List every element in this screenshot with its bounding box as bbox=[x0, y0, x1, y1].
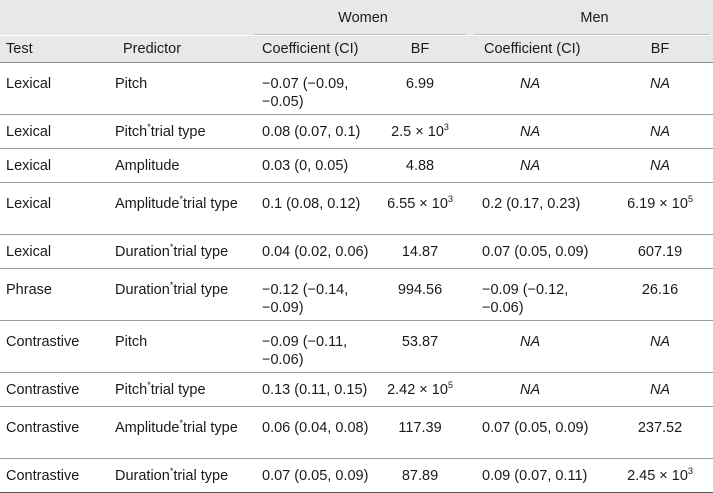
blank-header-cell bbox=[0, 0, 105, 36]
men-bf-header: BF bbox=[607, 35, 713, 63]
men-bf-cell: 237.52 bbox=[637, 420, 683, 436]
men-coefficient-cell: NA bbox=[520, 124, 541, 140]
women-coefficient-cell: −0.12 (−0.14, −0.09) bbox=[262, 282, 349, 316]
men-coefficient-cell: 0.07 (0.05, 0.09) bbox=[482, 244, 589, 260]
men-bf-cell: NA bbox=[649, 124, 671, 140]
predictor-cell: Pitch*trial type bbox=[115, 380, 206, 398]
table-row: Lexical Amplitude*trial type 0.1 (0.08, … bbox=[0, 183, 713, 235]
predictor-cell: Amplitude*trial type bbox=[115, 194, 238, 212]
women-bf-cell: 6.55 × 103 bbox=[387, 194, 453, 212]
women-bf-cell: 117.39 bbox=[398, 420, 442, 436]
women-coefficient-cell: 0.04 (0.02, 0.06) bbox=[262, 244, 369, 260]
women-group-header: Women bbox=[250, 0, 470, 36]
table-row: Lexical Amplitude 0.03 (0, 0.05) 4.88 NA… bbox=[0, 149, 713, 183]
men-bf-cell: NA bbox=[649, 158, 671, 174]
women-bf-cell: 4.88 bbox=[405, 158, 435, 174]
men-coefficient-cell: −0.09 (−0.12, −0.06) bbox=[482, 282, 569, 316]
men-bf-cell: 6.19 × 105 bbox=[627, 194, 693, 212]
men-coefficient-cell: NA bbox=[520, 76, 541, 92]
women-coefficient-cell: 0.06 (0.04, 0.08) bbox=[262, 420, 369, 436]
table-row: Contrastive Amplitude*trial type 0.06 (0… bbox=[0, 407, 713, 459]
men-coefficient-cell: 0.07 (0.05, 0.09) bbox=[482, 420, 589, 436]
men-bf-cell: NA bbox=[649, 76, 671, 92]
women-bf-cell: 2.42 × 105 bbox=[387, 380, 453, 398]
women-bf-header: BF bbox=[370, 35, 471, 63]
men-bf-cell: 607.19 bbox=[637, 244, 683, 260]
women-coefficient-cell: −0.09 (−0.11, −0.06) bbox=[262, 334, 348, 368]
test-cell: Phrase bbox=[6, 282, 52, 298]
group-header-row: Women Men bbox=[0, 0, 713, 36]
women-bf-cell: 994.56 bbox=[397, 282, 443, 298]
men-coefficient-cell: 0.2 (0.17, 0.23) bbox=[482, 196, 581, 212]
men-bf-cell: NA bbox=[649, 382, 671, 398]
table-body: Lexical Pitch −0.07 (−0.09, −0.05) 6.99 … bbox=[0, 63, 713, 493]
predictor-cell: Duration*trial type bbox=[115, 280, 229, 298]
table-header: Women Men Test Predictor Coefficient (CI… bbox=[0, 0, 713, 63]
test-cell: Lexical bbox=[6, 158, 52, 174]
women-coefficient-header: Coefficient (CI) bbox=[250, 35, 370, 63]
predictor-cell: Duration*trial type bbox=[115, 242, 229, 260]
predictor-cell: Pitch bbox=[115, 76, 148, 92]
women-coefficient-cell: 0.13 (0.11, 0.15) bbox=[262, 382, 368, 398]
predictor-cell: Pitch bbox=[115, 334, 148, 350]
test-cell: Contrastive bbox=[6, 334, 80, 350]
test-header: Test bbox=[0, 35, 105, 63]
men-bf-cell: NA bbox=[649, 334, 671, 350]
women-bf-cell: 2.5 × 103 bbox=[391, 122, 449, 140]
test-cell: Lexical bbox=[6, 244, 52, 260]
women-coefficient-cell: 0.08 (0.07, 0.1) bbox=[262, 124, 361, 140]
predictor-cell: Pitch*trial type bbox=[115, 122, 206, 140]
women-coefficient-cell: 0.03 (0, 0.05) bbox=[262, 158, 349, 174]
men-group-header: Men bbox=[470, 0, 713, 36]
table-row: Lexical Pitch −0.07 (−0.09, −0.05) 6.99 … bbox=[0, 63, 713, 115]
table-row: Phrase Duration*trial type −0.12 (−0.14,… bbox=[0, 269, 713, 321]
table-row: Lexical Pitch*trial type 0.08 (0.07, 0.1… bbox=[0, 115, 713, 149]
test-cell: Contrastive bbox=[6, 382, 80, 398]
women-bf-cell: 6.99 bbox=[405, 76, 435, 92]
men-coefficient-cell: NA bbox=[520, 158, 541, 174]
table-row: Contrastive Pitch −0.09 (−0.11, −0.06) 5… bbox=[0, 321, 713, 373]
men-coefficient-cell: NA bbox=[520, 334, 541, 350]
women-bf-cell: 53.87 bbox=[401, 334, 439, 350]
women-coefficient-cell: 0.1 (0.08, 0.12) bbox=[262, 196, 361, 212]
table-row: Contrastive Pitch*trial type 0.13 (0.11,… bbox=[0, 373, 713, 407]
column-header-row: Test Predictor Coefficient (CI) BF Coeff… bbox=[0, 35, 713, 63]
blank-header-cell bbox=[105, 0, 250, 36]
table-row: Lexical Duration*trial type 0.04 (0.02, … bbox=[0, 235, 713, 269]
men-coefficient-cell: NA bbox=[520, 382, 541, 398]
test-cell: Lexical bbox=[6, 196, 52, 212]
predictor-cell: Amplitude*trial type bbox=[115, 418, 238, 436]
men-coefficient-header: Coefficient (CI) bbox=[470, 35, 608, 63]
test-cell: Contrastive bbox=[6, 420, 80, 436]
women-coefficient-cell: −0.07 (−0.09, −0.05) bbox=[262, 76, 349, 110]
test-cell: Lexical bbox=[6, 124, 52, 140]
test-cell: Lexical bbox=[6, 76, 52, 92]
predictor-header: Predictor bbox=[105, 35, 250, 63]
predictor-cell: Amplitude bbox=[115, 158, 180, 174]
women-bf-cell: 14.87 bbox=[401, 244, 439, 260]
men-bf-cell: 26.16 bbox=[641, 282, 679, 298]
